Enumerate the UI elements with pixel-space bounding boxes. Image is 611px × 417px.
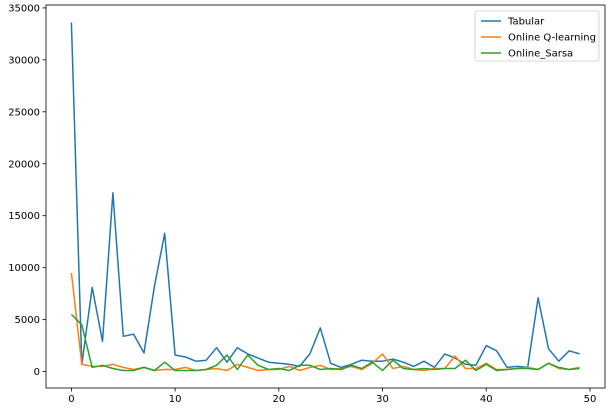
x-tick-label: 40 [480, 394, 493, 405]
y-tick-label: 0 [34, 367, 40, 378]
y-tick-label: 20000 [8, 159, 40, 170]
x-tick-label: 30 [376, 394, 389, 405]
legend-label: Tabular [507, 17, 545, 28]
series-line-1 [70, 272, 580, 372]
series-line-0 [70, 22, 580, 369]
legend-box [474, 10, 600, 62]
legend-label: Online Q-learning [508, 33, 596, 44]
legend-label: Online_Sarsa [508, 49, 573, 60]
x-tick-label: 10 [169, 394, 182, 405]
y-tick-label: 35000 [8, 3, 40, 14]
y-tick-label: 30000 [8, 55, 40, 66]
x-tick-label: 20 [272, 394, 285, 405]
x-tick-label: 50 [584, 394, 597, 405]
y-tick-label: 10000 [8, 263, 40, 274]
plot-frame [45, 4, 606, 389]
y-tick-label: 15000 [8, 211, 40, 222]
series-line-2 [70, 313, 580, 372]
x-tick-label: 0 [68, 394, 74, 405]
y-tick-label: 25000 [8, 107, 40, 118]
y-tick-label: 5000 [15, 315, 40, 326]
